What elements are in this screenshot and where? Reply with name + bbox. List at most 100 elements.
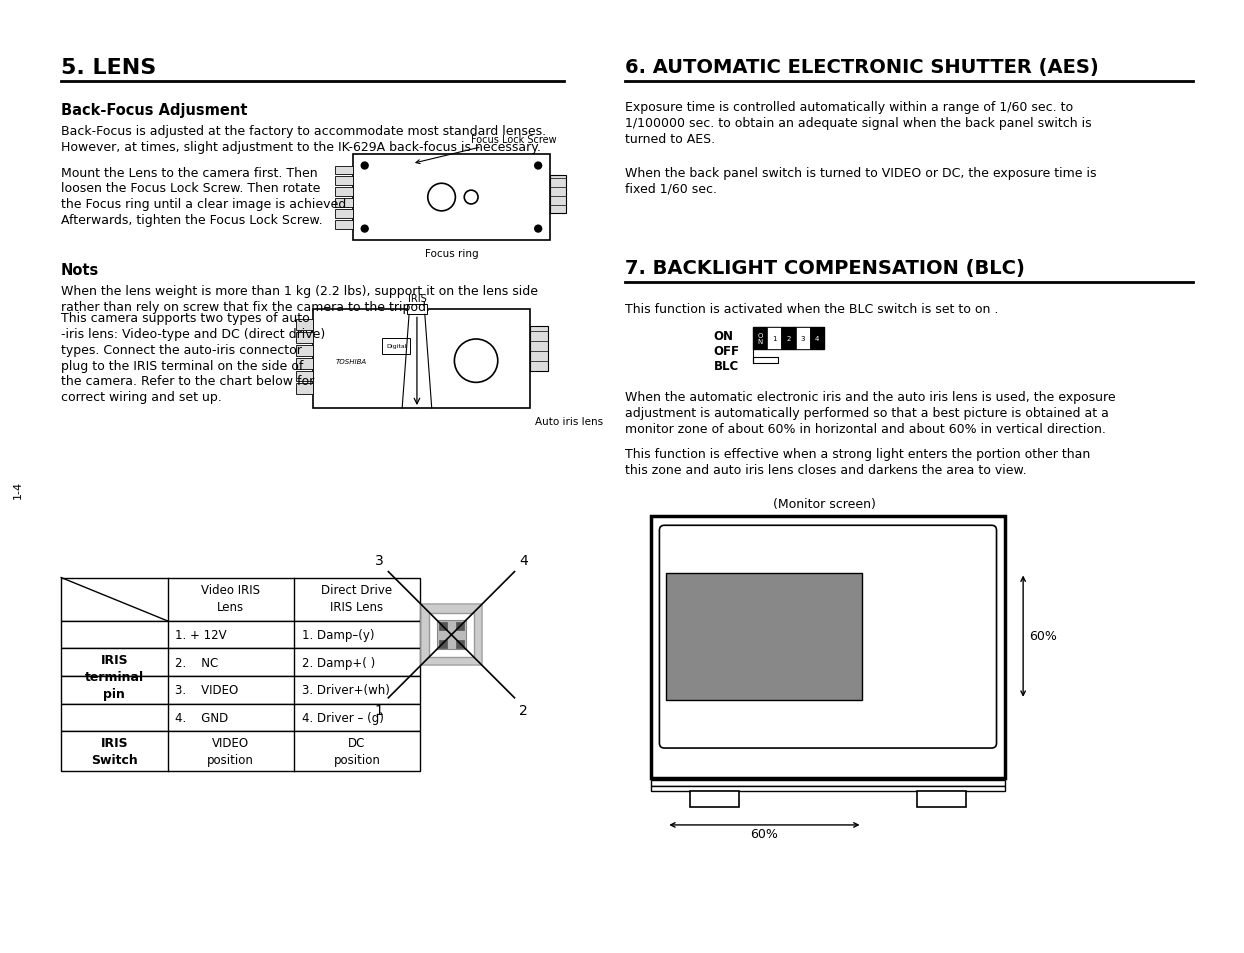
Bar [335, 210, 353, 218]
Bar [335, 167, 353, 175]
Text: Back-Focus is adjusted at the factory to accommodate most standard lenses.: Back-Focus is adjusted at the factory to… [61, 125, 546, 138]
Polygon shape [437, 620, 466, 650]
Text: 2.    NC: 2. NC [175, 656, 219, 669]
Bar [296, 346, 313, 356]
Text: 1. Damp–(y): 1. Damp–(y) [301, 629, 374, 641]
Text: IRIS
terminal
pin: IRIS terminal pin [85, 653, 144, 700]
Circle shape [361, 226, 368, 233]
Bar [439, 640, 447, 648]
Text: 4.    GND: 4. GND [175, 711, 229, 724]
Text: DC
position: DC position [333, 737, 381, 766]
Text: types. Connect the auto-iris connector: types. Connect the auto-iris connector [61, 344, 302, 356]
Text: 3: 3 [374, 553, 383, 567]
Text: plug to the IRIS terminal on the side of: plug to the IRIS terminal on the side of [61, 359, 304, 373]
Bar [796, 328, 810, 350]
Polygon shape [420, 604, 483, 665]
Bar [61, 649, 420, 677]
Text: VIDEO
position: VIDEO position [208, 737, 254, 766]
Circle shape [535, 226, 541, 233]
Text: this zone and auto iris lens closes and darkens the area to view.: this zone and auto iris lens closes and … [624, 464, 1026, 476]
Bar [382, 338, 411, 355]
Text: (Monitor screen): (Monitor screen) [773, 497, 876, 510]
Text: IRIS: IRIS [408, 294, 427, 303]
Bar [296, 333, 313, 344]
Bar [335, 199, 353, 208]
Bar [313, 310, 530, 409]
Bar [753, 328, 824, 350]
Text: Auto iris lens: Auto iris lens [535, 416, 603, 426]
Text: IRIS
Switch: IRIS Switch [91, 737, 138, 766]
Bar [917, 792, 965, 807]
Text: Mount the Lens to the camera first. Then: Mount the Lens to the camera first. Then [61, 167, 317, 179]
Bar [61, 578, 420, 621]
Text: When the back panel switch is turned to VIDEO or DC, the exposure time is: When the back panel switch is turned to … [624, 167, 1096, 179]
Text: Video IRIS
Lens: Video IRIS Lens [202, 584, 260, 614]
Text: Afterwards, tighten the Focus Lock Screw.: Afterwards, tighten the Focus Lock Screw… [61, 213, 322, 227]
Text: This function is activated when the BLC switch is set to on .: This function is activated when the BLC … [624, 302, 998, 315]
Text: However, at times, slight adjustment to the IK-629A back-focus is necessary.: However, at times, slight adjustment to … [61, 141, 541, 153]
Bar [353, 154, 550, 241]
Bar [530, 327, 549, 371]
Text: 2: 2 [520, 703, 529, 717]
Bar [457, 640, 464, 648]
Bar [651, 780, 1005, 785]
Bar [550, 176, 566, 213]
Text: Nots: Nots [61, 263, 100, 278]
Bar [768, 328, 781, 350]
Text: correct wiring and set up.: correct wiring and set up. [61, 391, 221, 404]
Text: ON: ON [714, 330, 734, 343]
Text: Direct Drive
IRIS Lens: Direct Drive IRIS Lens [321, 584, 392, 614]
Bar [753, 328, 768, 350]
Bar [457, 622, 464, 630]
Text: 60%: 60% [750, 827, 778, 840]
Bar [335, 188, 353, 197]
Bar [296, 358, 313, 369]
Bar [651, 785, 1005, 792]
Text: This function is effective when a strong light enters the portion other than: This function is effective when a strong… [624, 448, 1090, 461]
Text: 4: 4 [815, 335, 819, 341]
Text: 2: 2 [786, 335, 791, 341]
Text: 5. LENS: 5. LENS [61, 58, 157, 78]
Text: Focus ring: Focus ring [424, 249, 478, 259]
Bar [61, 704, 420, 732]
Text: O
N: O N [758, 333, 763, 344]
Bar [335, 220, 353, 230]
Text: fixed 1/60 sec.: fixed 1/60 sec. [624, 182, 717, 195]
Text: 1: 1 [773, 335, 776, 341]
Text: -iris lens: Video-type and DC (direct drive): -iris lens: Video-type and DC (direct dr… [61, 328, 326, 341]
Text: 1/100000 sec. to obtain an adequate signal when the back panel switch is: 1/100000 sec. to obtain an adequate sign… [624, 117, 1091, 131]
Bar [810, 328, 824, 350]
Bar [296, 371, 313, 382]
Bar [753, 357, 778, 363]
Bar [667, 573, 862, 700]
Bar [439, 622, 447, 630]
Polygon shape [429, 613, 474, 657]
Bar [781, 328, 796, 350]
Text: monitor zone of about 60% in horizontal and about 60% in vertical direction.: monitor zone of about 60% in horizontal … [624, 422, 1106, 436]
Text: the Focus ring until a clear image is achieved.: the Focus ring until a clear image is ac… [61, 198, 351, 211]
Text: 60%: 60% [1029, 630, 1057, 642]
Bar [690, 792, 739, 807]
Text: BLC: BLC [714, 359, 739, 373]
Circle shape [361, 163, 368, 170]
Text: Digital: Digital [386, 344, 407, 349]
Circle shape [535, 163, 541, 170]
Text: When the lens weight is more than 1 kg (2.2 lbs), support it on the lens side: When the lens weight is more than 1 kg (… [61, 285, 539, 297]
Bar [651, 517, 1005, 778]
Text: When the automatic electronic iris and the auto iris lens is used, the exposure: When the automatic electronic iris and t… [624, 391, 1116, 404]
Text: rather than rely on screw that fix the camera to the tripod.: rather than rely on screw that fix the c… [61, 300, 430, 314]
Text: 4: 4 [520, 553, 529, 567]
Text: Exposure time is controlled automatically within a range of 1/60 sec. to: Exposure time is controlled automaticall… [624, 101, 1074, 114]
Bar [335, 177, 353, 186]
Text: loosen the Focus Lock Screw. Then rotate: loosen the Focus Lock Screw. Then rotate [61, 182, 321, 195]
Text: 4. Driver – (g): 4. Driver – (g) [301, 711, 383, 724]
Text: 7. BACKLIGHT COMPENSATION (BLC): 7. BACKLIGHT COMPENSATION (BLC) [624, 259, 1025, 278]
Text: TOSHIBA: TOSHIBA [336, 358, 367, 364]
Bar [296, 384, 313, 395]
Bar [407, 305, 427, 315]
Text: 6. AUTOMATIC ELECTRONIC SHUTTER (AES): 6. AUTOMATIC ELECTRONIC SHUTTER (AES) [624, 58, 1098, 77]
Text: 1-4: 1-4 [12, 480, 22, 498]
Text: Focus Lock Screw: Focus Lock Screw [415, 134, 557, 165]
Text: Back-Focus Adjusment: Back-Focus Adjusment [61, 103, 248, 118]
Bar [296, 320, 313, 331]
